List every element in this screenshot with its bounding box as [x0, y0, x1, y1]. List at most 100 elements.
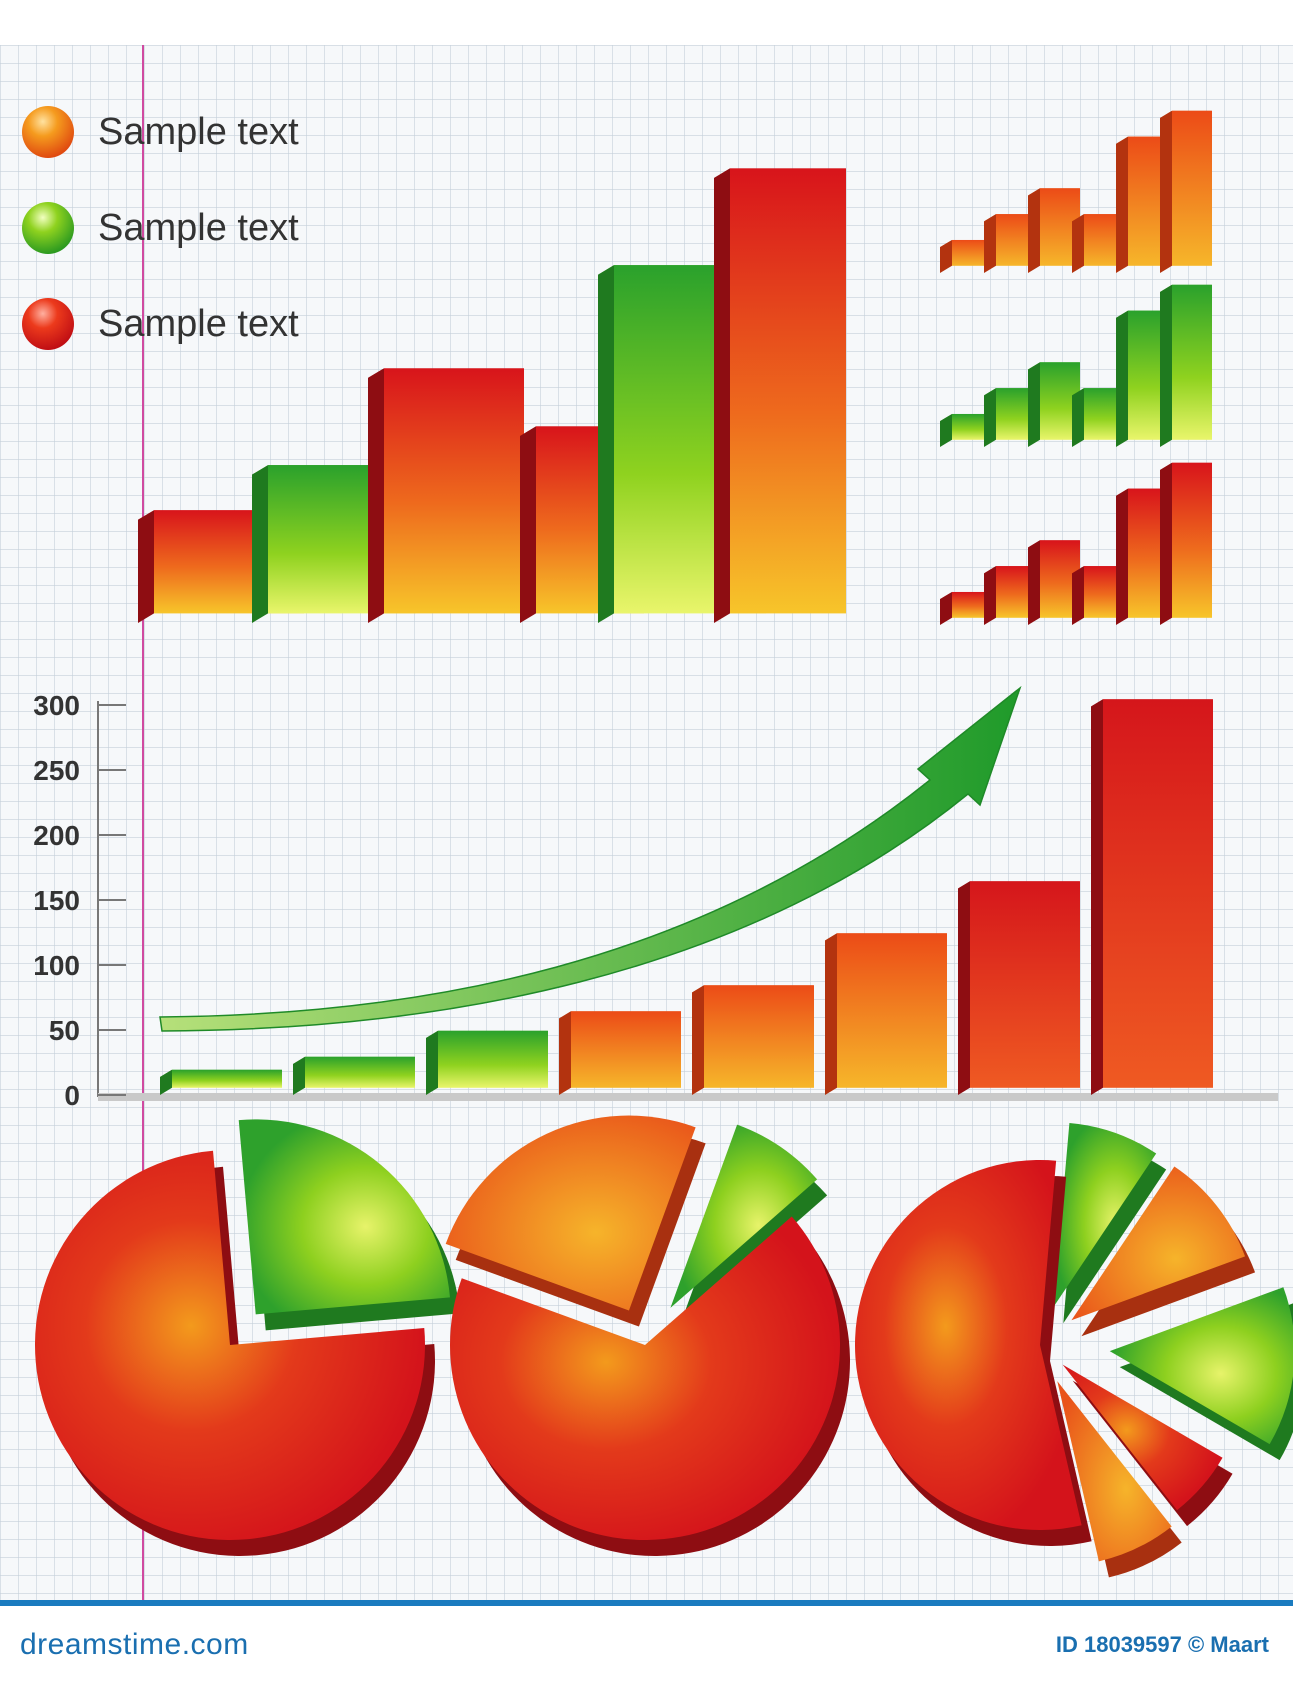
growth-bar-1-side — [160, 1069, 172, 1095]
pie-3-slice-5 — [1057, 1381, 1182, 1578]
pie-1-slice-1-face — [238, 1119, 450, 1315]
pie-2-slice-1-face — [445, 1115, 696, 1311]
top-bar-2-side — [252, 465, 268, 623]
growth-bar-5-front — [704, 985, 814, 1088]
growth-bar-6 — [825, 933, 947, 1095]
mini-bar-2-1-side — [940, 413, 952, 447]
mini-bar-2-3-side — [1028, 362, 1040, 447]
mini-bar-3-5-side — [1116, 488, 1128, 625]
top-bar-6-side — [714, 168, 730, 623]
pie-1-slice-1 — [238, 1119, 460, 1331]
pie-2-slice-3-face — [450, 1216, 840, 1540]
top-bar-3-front — [384, 368, 524, 614]
pie-3-slice-3-face — [1109, 1287, 1293, 1445]
pie-3-slice-1-face — [1053, 1122, 1157, 1308]
growth-bar-6-front — [837, 933, 947, 1088]
mini-bar-3-3-side — [1028, 540, 1040, 625]
mini-bar-3-1-side — [940, 591, 952, 625]
y-tick-label-200: 200 — [33, 820, 80, 851]
pie-1-slice-2-face — [34, 1150, 425, 1540]
mini-bar-3-6 — [1160, 462, 1212, 625]
pie-2-slice-3 — [450, 1216, 850, 1557]
pie-3-slice-3 — [1109, 1287, 1293, 1461]
mini-bar-3-4-side — [1072, 566, 1084, 625]
mini-bar-3-2-side — [984, 566, 996, 625]
growth-bar-1-front — [172, 1069, 282, 1088]
growth-bar-1 — [160, 1069, 282, 1095]
growth-bar-8 — [1091, 699, 1213, 1095]
legend-dot-orange — [22, 106, 74, 158]
mini-bar-1-5-side — [1116, 136, 1128, 273]
growth-bar-8-front — [1103, 699, 1213, 1088]
mini-bar-2-6-front — [1172, 284, 1212, 440]
mini-bar-1-4-side — [1072, 214, 1084, 273]
top-bar-1-side — [138, 510, 154, 623]
y-tick-label-50: 50 — [49, 1015, 80, 1046]
mini-bar-2-2-side — [984, 388, 996, 447]
pie-3-slice-5-face — [1057, 1381, 1172, 1562]
footer-bar — [0, 1600, 1293, 1606]
growth-bar-4-side — [559, 1011, 571, 1095]
mini-bar-2-6-side — [1160, 284, 1172, 447]
growth-bar-chart — [160, 699, 1213, 1095]
pie-1-slice-2 — [34, 1150, 435, 1556]
image-credit: ID 18039597 © Maart — [1055, 1632, 1269, 1657]
growth-bar-4-front — [571, 1011, 681, 1088]
growth-bar-5 — [692, 985, 814, 1095]
growth-bar-2-side — [293, 1056, 305, 1095]
growth-bar-3-side — [426, 1030, 438, 1095]
pie-charts — [34, 1115, 1293, 1578]
growth-bar-5-side — [692, 985, 704, 1095]
mini-bar-2-5-side — [1116, 310, 1128, 447]
y-tick-label-100: 100 — [33, 950, 80, 981]
legend-label-1: Sample text — [98, 111, 299, 153]
pie-3-slice-6 — [855, 1160, 1092, 1546]
mini-bar-1-2-side — [984, 214, 996, 273]
footer — [0, 1600, 1293, 1690]
legend-label-2: Sample text — [98, 207, 299, 249]
trend-arrow — [159, 685, 1022, 1032]
x-axis-baseline — [98, 1093, 1278, 1101]
legend: Sample text Sample text Sample text — [22, 106, 299, 350]
top-bar-4-side — [520, 426, 536, 623]
pie-3-slice-4 — [1062, 1364, 1233, 1527]
growth-bar-6-side — [825, 933, 837, 1095]
pie-2-slice-1 — [445, 1115, 706, 1327]
pie-3-slice-2 — [1071, 1166, 1256, 1337]
growth-bar-7 — [958, 881, 1080, 1095]
top-bar-3 — [368, 368, 524, 623]
growth-bar-7-front — [970, 881, 1080, 1088]
growth-bar-4 — [559, 1011, 681, 1095]
mini-bar-2-4-side — [1072, 388, 1084, 447]
growth-bar-8-side — [1091, 699, 1103, 1095]
y-tick-label-300: 300 — [33, 690, 80, 721]
legend-dot-green — [22, 202, 74, 254]
pie-3-slice-6-face — [855, 1160, 1082, 1531]
mini-bar-2-6 — [1160, 284, 1212, 447]
y-tick-label-150: 150 — [33, 885, 80, 916]
mini-bar-charts — [940, 110, 1212, 625]
top-bar-5-side — [598, 265, 614, 623]
pie-2-slice-2 — [670, 1124, 828, 1324]
legend-dot-red — [22, 298, 74, 350]
pie-2-slice-2-face — [670, 1124, 818, 1308]
pie-3-slice-2-face — [1071, 1166, 1246, 1321]
growth-bar-2-front — [305, 1056, 415, 1088]
growth-bar-3 — [426, 1030, 548, 1095]
mini-bar-3-6-side — [1160, 462, 1172, 625]
y-tick-label-250: 250 — [33, 755, 80, 786]
top-bar-6-front — [730, 168, 846, 614]
y-tick-labels: 300 250 200 150 100 50 0 — [33, 690, 126, 1111]
mini-bar-1-3-side — [1028, 188, 1040, 273]
top-bar-3-side — [368, 368, 384, 623]
mini-bar-1-1-side — [940, 239, 952, 273]
mini-bar-1-6-side — [1160, 110, 1172, 273]
y-tick-label-0: 0 — [64, 1080, 80, 1111]
top-bar-6 — [714, 168, 846, 623]
brand-logo-text[interactable]: dreamstime.com — [20, 1628, 249, 1661]
pie-3-slice-1 — [1053, 1122, 1167, 1324]
growth-bar-7-side — [958, 881, 970, 1095]
top-bar-chart — [138, 168, 846, 623]
growth-bar-3-front — [438, 1030, 548, 1088]
